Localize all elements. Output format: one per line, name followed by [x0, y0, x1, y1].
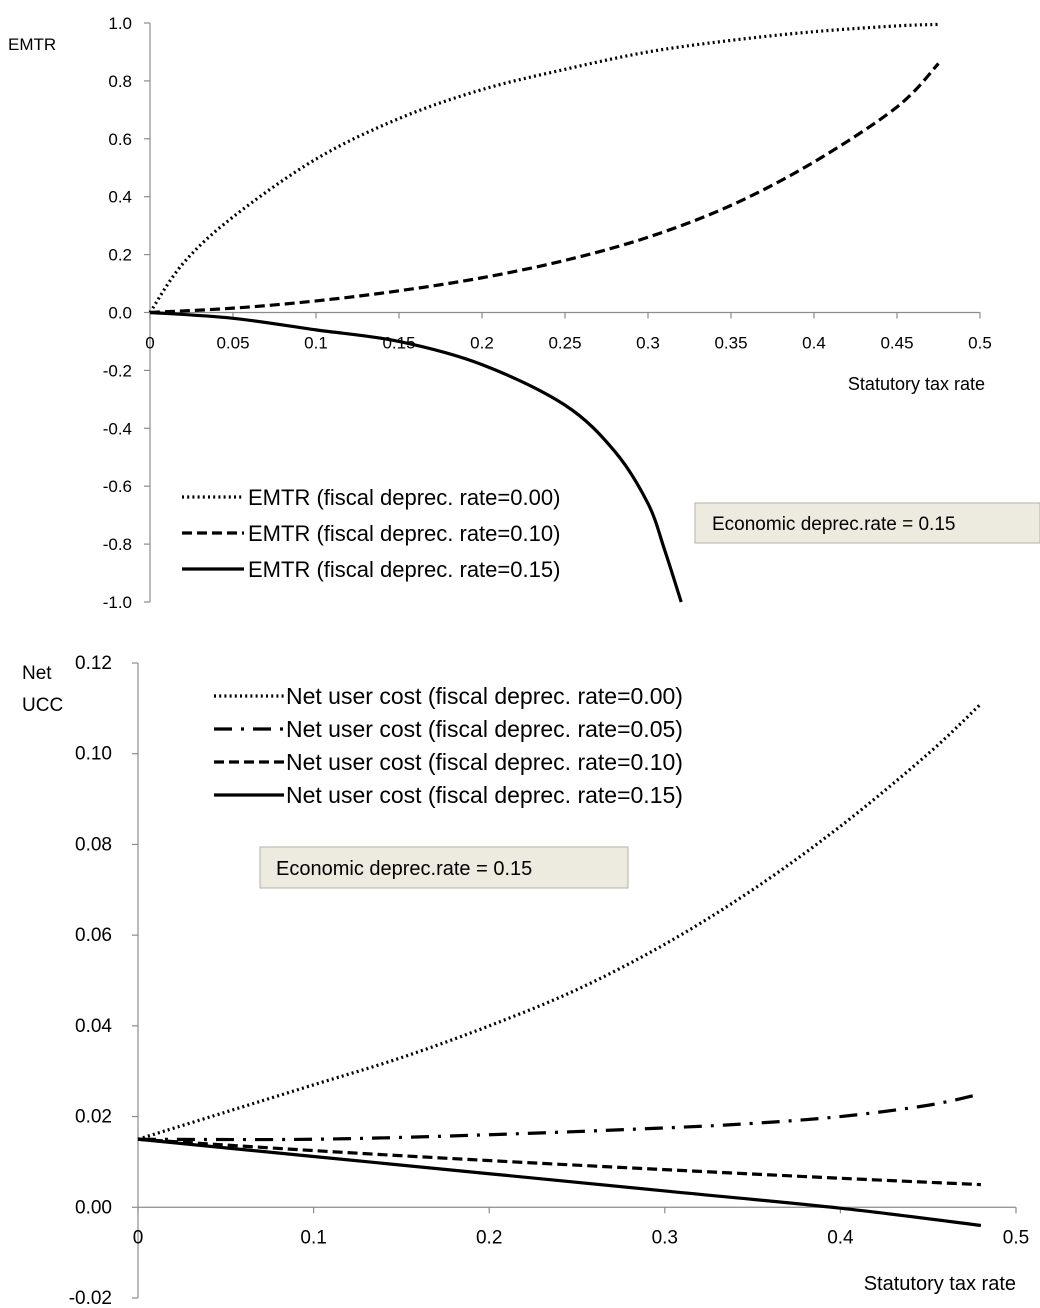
y-tick-label: -1.0: [103, 593, 132, 612]
y-axis-title: Net UCC: [22, 663, 63, 716]
legend-label-1: EMTR (fiscal deprec. rate=0.10): [248, 521, 560, 546]
y-tick-label: -0.8: [103, 535, 132, 554]
x-tick-label: 0.3: [652, 1227, 678, 1248]
series-line-2: [137, 1137, 981, 1187]
y-tick-label: 0.08: [75, 834, 112, 855]
x-axis-title: Statutory tax rate: [864, 1273, 1016, 1295]
x-tick-label: 0: [145, 334, 154, 353]
series-line-1: [149, 62, 940, 315]
annotation-text: Economic deprec.rate = 0.15: [712, 514, 955, 535]
y-tick-label: 0.6: [108, 130, 132, 149]
legend-label-1: Net user cost (fiscal deprec. rate=0.05): [286, 716, 683, 742]
legend-label-2: Net user cost (fiscal deprec. rate=0.10): [286, 749, 683, 775]
y-tick-label: 0.02: [75, 1107, 112, 1128]
annotation-box: [694, 502, 1040, 544]
x-tick-label: 0.2: [470, 334, 494, 353]
x-tick-label: 0.05: [216, 334, 249, 353]
y-tick-label: 1.0: [108, 14, 132, 33]
y-tick-label: 0.0: [108, 304, 132, 323]
x-tick-label: 0.1: [300, 1227, 326, 1248]
annotation-box: [259, 846, 629, 889]
y-tick-label: 0.4: [108, 188, 132, 207]
y-tick-label: 0.00: [75, 1197, 112, 1218]
series-line-0: [148, 22, 939, 314]
x-tick-label: 0.35: [714, 334, 747, 353]
series-line-3: [137, 1137, 982, 1228]
x-tick-label: 0.3: [636, 334, 660, 353]
y-axis-title-line: UCC: [22, 695, 63, 716]
y-tick-label: 0.10: [75, 744, 112, 765]
y-axis-title: EMTR: [8, 35, 56, 54]
x-tick-label: 0: [133, 1227, 144, 1248]
y-tick-label: 0.06: [75, 925, 112, 946]
legend-label-3: Net user cost (fiscal deprec. rate=0.15): [286, 782, 683, 808]
x-tick-label: 0.4: [827, 1227, 854, 1248]
x-tick-label: 0.4: [802, 334, 826, 353]
y-tick-label: -0.6: [103, 477, 132, 496]
series-line-2: [149, 310, 683, 603]
x-tick-label: 0.1: [304, 334, 328, 353]
legend-label-0: EMTR (fiscal deprec. rate=0.00): [248, 485, 560, 510]
x-tick-label: 0.25: [548, 334, 581, 353]
x-axis-title: Statutory tax rate: [848, 374, 985, 394]
series-line-0: [137, 702, 982, 1141]
y-tick-label: 0.12: [75, 653, 112, 674]
annotation-text: Economic deprec.rate = 0.15: [276, 858, 532, 880]
x-tick-label: 0.5: [968, 334, 992, 353]
x-tick-label: 0.5: [1003, 1227, 1029, 1248]
y-tick-label: 0.2: [108, 246, 132, 265]
y-axis-title-line: Net: [22, 663, 52, 684]
y-tick-label: -0.4: [103, 419, 132, 438]
emtr-chart: 1.0 0.8 0.6 0.4 0.2 0.0 -0.2 -0.4 -0.6 -0.8 -1.0 0 0…: [8, 14, 1040, 612]
y-tick-label: 0.04: [75, 1016, 112, 1037]
y-tick-label: -0.2: [103, 361, 132, 380]
x-tick-label: 0.45: [880, 334, 913, 353]
legend-label-0: Net user cost (fiscal deprec. rate=0.00): [286, 683, 683, 709]
y-tick-label: 0.8: [108, 72, 132, 91]
series-line-1: [137, 1092, 982, 1142]
x-tick-label: 0.2: [476, 1227, 502, 1248]
legend-label-2: EMTR (fiscal deprec. rate=0.15): [248, 557, 560, 582]
y-tick-label: -0.02: [69, 1288, 112, 1308]
